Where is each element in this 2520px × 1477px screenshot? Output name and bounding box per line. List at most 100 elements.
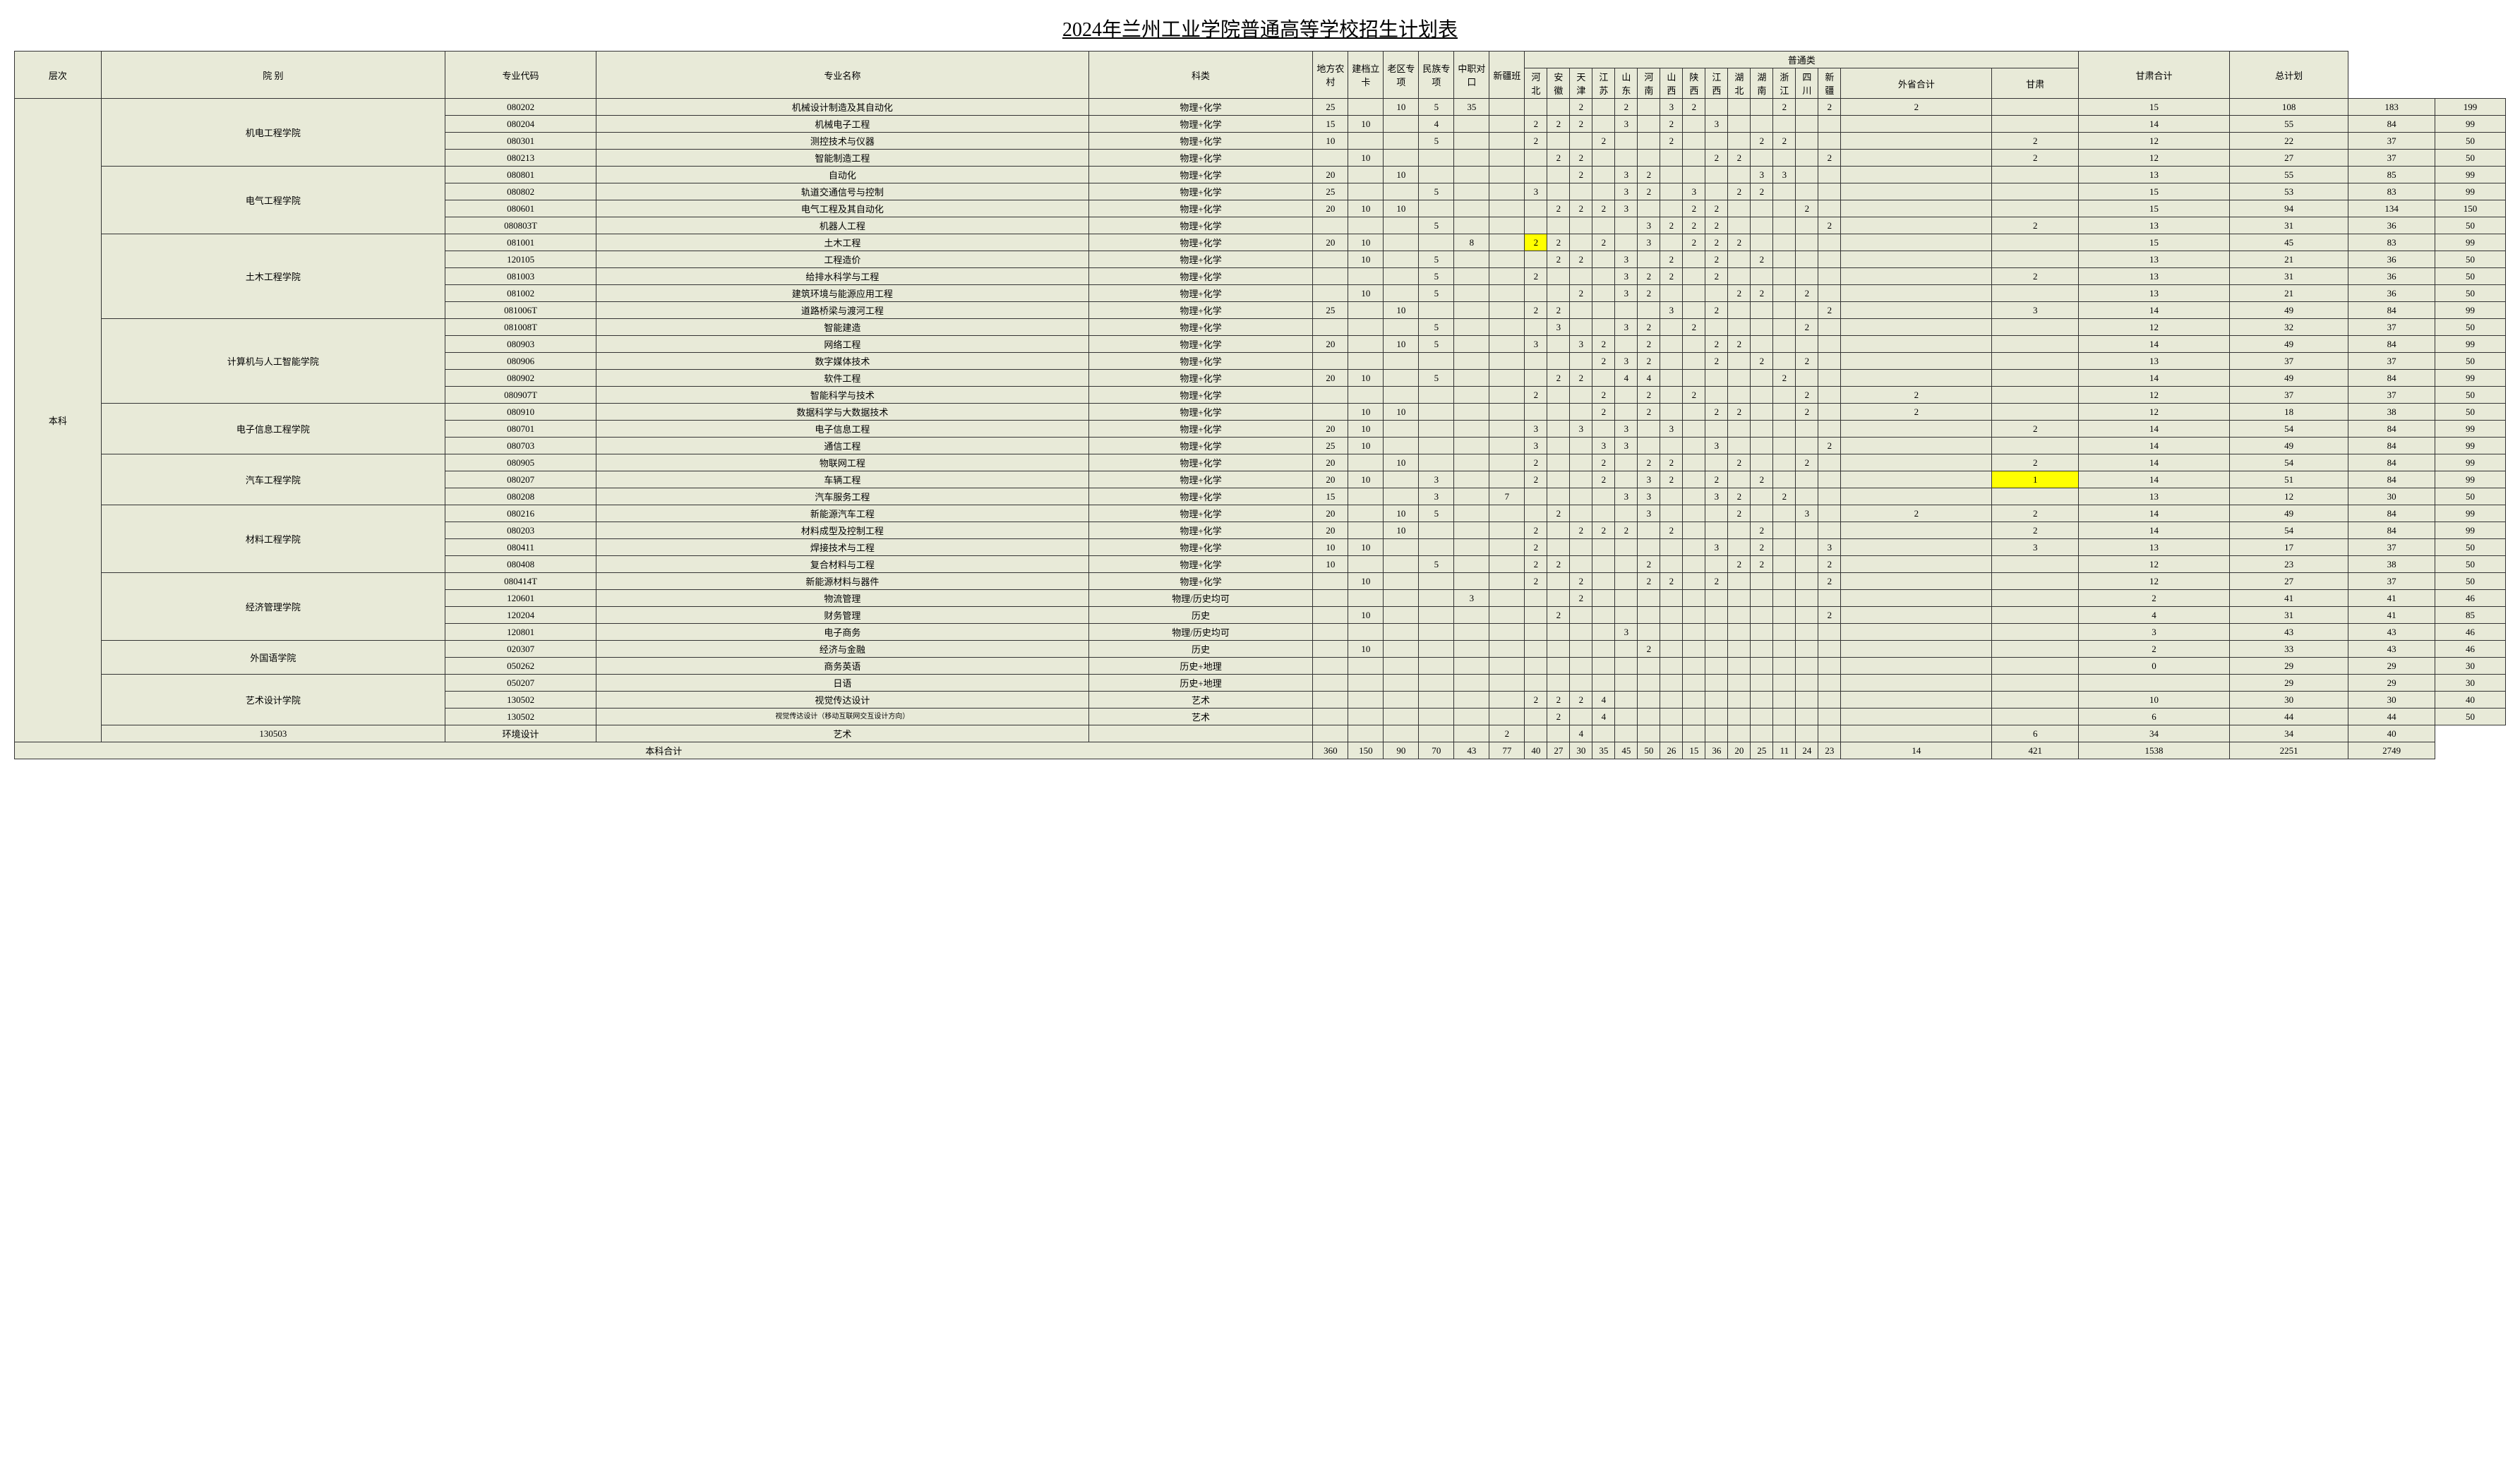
data-cell: 3	[1796, 505, 1818, 522]
data-cell	[1454, 302, 1489, 319]
data-cell	[1615, 217, 1638, 234]
header-cell: 江西	[1705, 68, 1728, 99]
data-cell	[1454, 641, 1489, 658]
level-cell: 本科	[15, 99, 102, 742]
code-cell: 080411	[445, 539, 596, 556]
data-cell	[1841, 675, 1992, 692]
data-cell: 5	[1419, 251, 1454, 268]
header-cell: 层次	[15, 52, 102, 99]
data-cell	[1313, 675, 1348, 692]
data-cell	[1547, 217, 1570, 234]
category-cell: 物理+化学	[1088, 99, 1313, 116]
data-cell: 2	[1615, 99, 1638, 116]
data-cell: 31	[2229, 607, 2348, 624]
data-cell	[1751, 725, 1773, 742]
data-cell	[1454, 183, 1489, 200]
data-cell	[1592, 590, 1615, 607]
code-cell: 080903	[445, 336, 596, 353]
data-cell: 2	[1818, 573, 1841, 590]
data-cell	[1313, 641, 1348, 658]
data-cell: 5	[1419, 319, 1454, 336]
data-cell	[1705, 421, 1728, 438]
data-cell: 3	[1615, 116, 1638, 133]
data-cell: 2	[1705, 471, 1728, 488]
code-cell: 080301	[445, 133, 596, 150]
data-cell: 5	[1419, 99, 1454, 116]
data-cell	[1841, 522, 1992, 539]
data-cell: 2	[1547, 709, 1570, 725]
category-cell: 物理+化学	[1088, 505, 1313, 522]
category-cell: 历史	[1088, 641, 1313, 658]
data-cell: 99	[2435, 183, 2506, 200]
data-cell: 2	[1683, 99, 1705, 116]
header-cell: 新疆班	[1489, 52, 1525, 99]
header-cell: 河北	[1525, 68, 1547, 99]
major-cell: 焊接技术与工程	[596, 539, 1089, 556]
data-cell	[1384, 658, 1419, 675]
data-cell	[1384, 556, 1419, 573]
major-cell: 日语	[596, 675, 1089, 692]
data-cell	[1384, 573, 1419, 590]
data-cell	[1454, 285, 1489, 302]
data-cell	[1419, 725, 1454, 742]
data-cell: 2	[1992, 217, 2079, 234]
data-cell: 2	[1547, 505, 1570, 522]
data-cell	[1525, 150, 1547, 167]
data-cell	[1454, 268, 1489, 285]
data-cell	[1818, 183, 1841, 200]
data-cell: 2	[2079, 590, 2230, 607]
data-cell	[1683, 675, 1705, 692]
data-cell: 50	[2435, 319, 2506, 336]
code-cell: 080203	[445, 522, 596, 539]
total-cell: 50	[1638, 742, 1660, 759]
data-cell: 3	[1705, 539, 1728, 556]
data-cell: 2	[1570, 167, 1592, 183]
data-cell: 50	[2435, 150, 2506, 167]
data-cell	[1348, 217, 1384, 234]
data-cell	[1313, 725, 1348, 742]
category-cell: 物理+化学	[1088, 302, 1313, 319]
data-cell	[1384, 421, 1419, 438]
data-cell: 3	[1638, 488, 1660, 505]
data-cell	[1454, 675, 1489, 692]
data-cell: 3	[1660, 302, 1683, 319]
data-cell	[1660, 692, 1683, 709]
header-cell: 院 别	[101, 52, 445, 99]
data-cell	[1489, 471, 1525, 488]
data-cell: 2	[1570, 590, 1592, 607]
data-cell: 3	[1615, 624, 1638, 641]
data-cell	[1592, 725, 1615, 742]
data-cell	[1683, 302, 1705, 319]
data-cell	[1489, 505, 1525, 522]
data-cell: 10	[1348, 573, 1384, 590]
data-cell	[1992, 234, 2079, 251]
data-cell	[1615, 725, 1638, 742]
data-cell: 3	[1705, 488, 1728, 505]
data-cell	[1841, 353, 1992, 370]
data-cell: 49	[2229, 370, 2348, 387]
data-cell: 10	[1348, 539, 1384, 556]
data-cell: 2	[1728, 404, 1751, 421]
data-cell	[1773, 268, 1796, 285]
data-cell	[1489, 573, 1525, 590]
data-cell	[1705, 607, 1728, 624]
data-cell	[1751, 319, 1773, 336]
major-cell: 电子信息工程	[596, 421, 1089, 438]
data-cell	[1841, 624, 1992, 641]
data-cell	[1525, 217, 1547, 234]
code-cell: 080202	[445, 99, 596, 116]
data-cell: 3	[1419, 488, 1454, 505]
code-cell: 080204	[445, 116, 596, 133]
data-cell: 2	[1570, 99, 1592, 116]
total-cell: 11	[1773, 742, 1796, 759]
data-cell	[1818, 167, 1841, 183]
data-cell	[1454, 404, 1489, 421]
data-cell	[1773, 285, 1796, 302]
data-cell: 2	[1705, 353, 1728, 370]
data-cell	[1348, 268, 1384, 285]
data-cell: 43	[2229, 624, 2348, 641]
data-cell: 2	[1592, 133, 1615, 150]
header-cell: 中职对口	[1454, 52, 1489, 99]
data-cell	[1796, 116, 1818, 133]
data-cell	[1796, 556, 1818, 573]
